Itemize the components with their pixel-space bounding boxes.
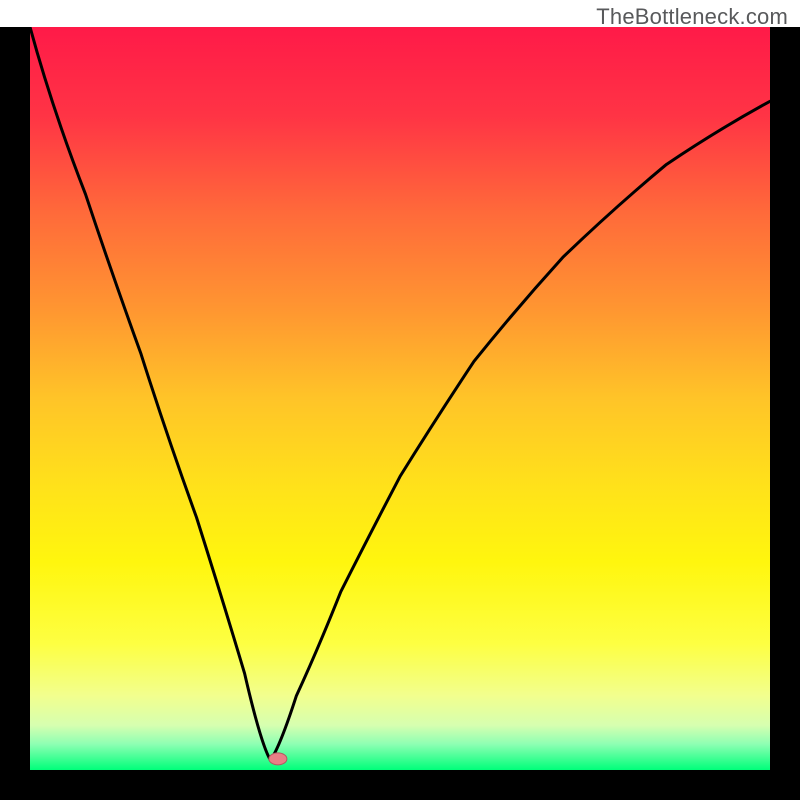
valley-marker [269, 753, 287, 765]
bottleneck-chart [0, 27, 800, 800]
plot-area [30, 27, 770, 770]
